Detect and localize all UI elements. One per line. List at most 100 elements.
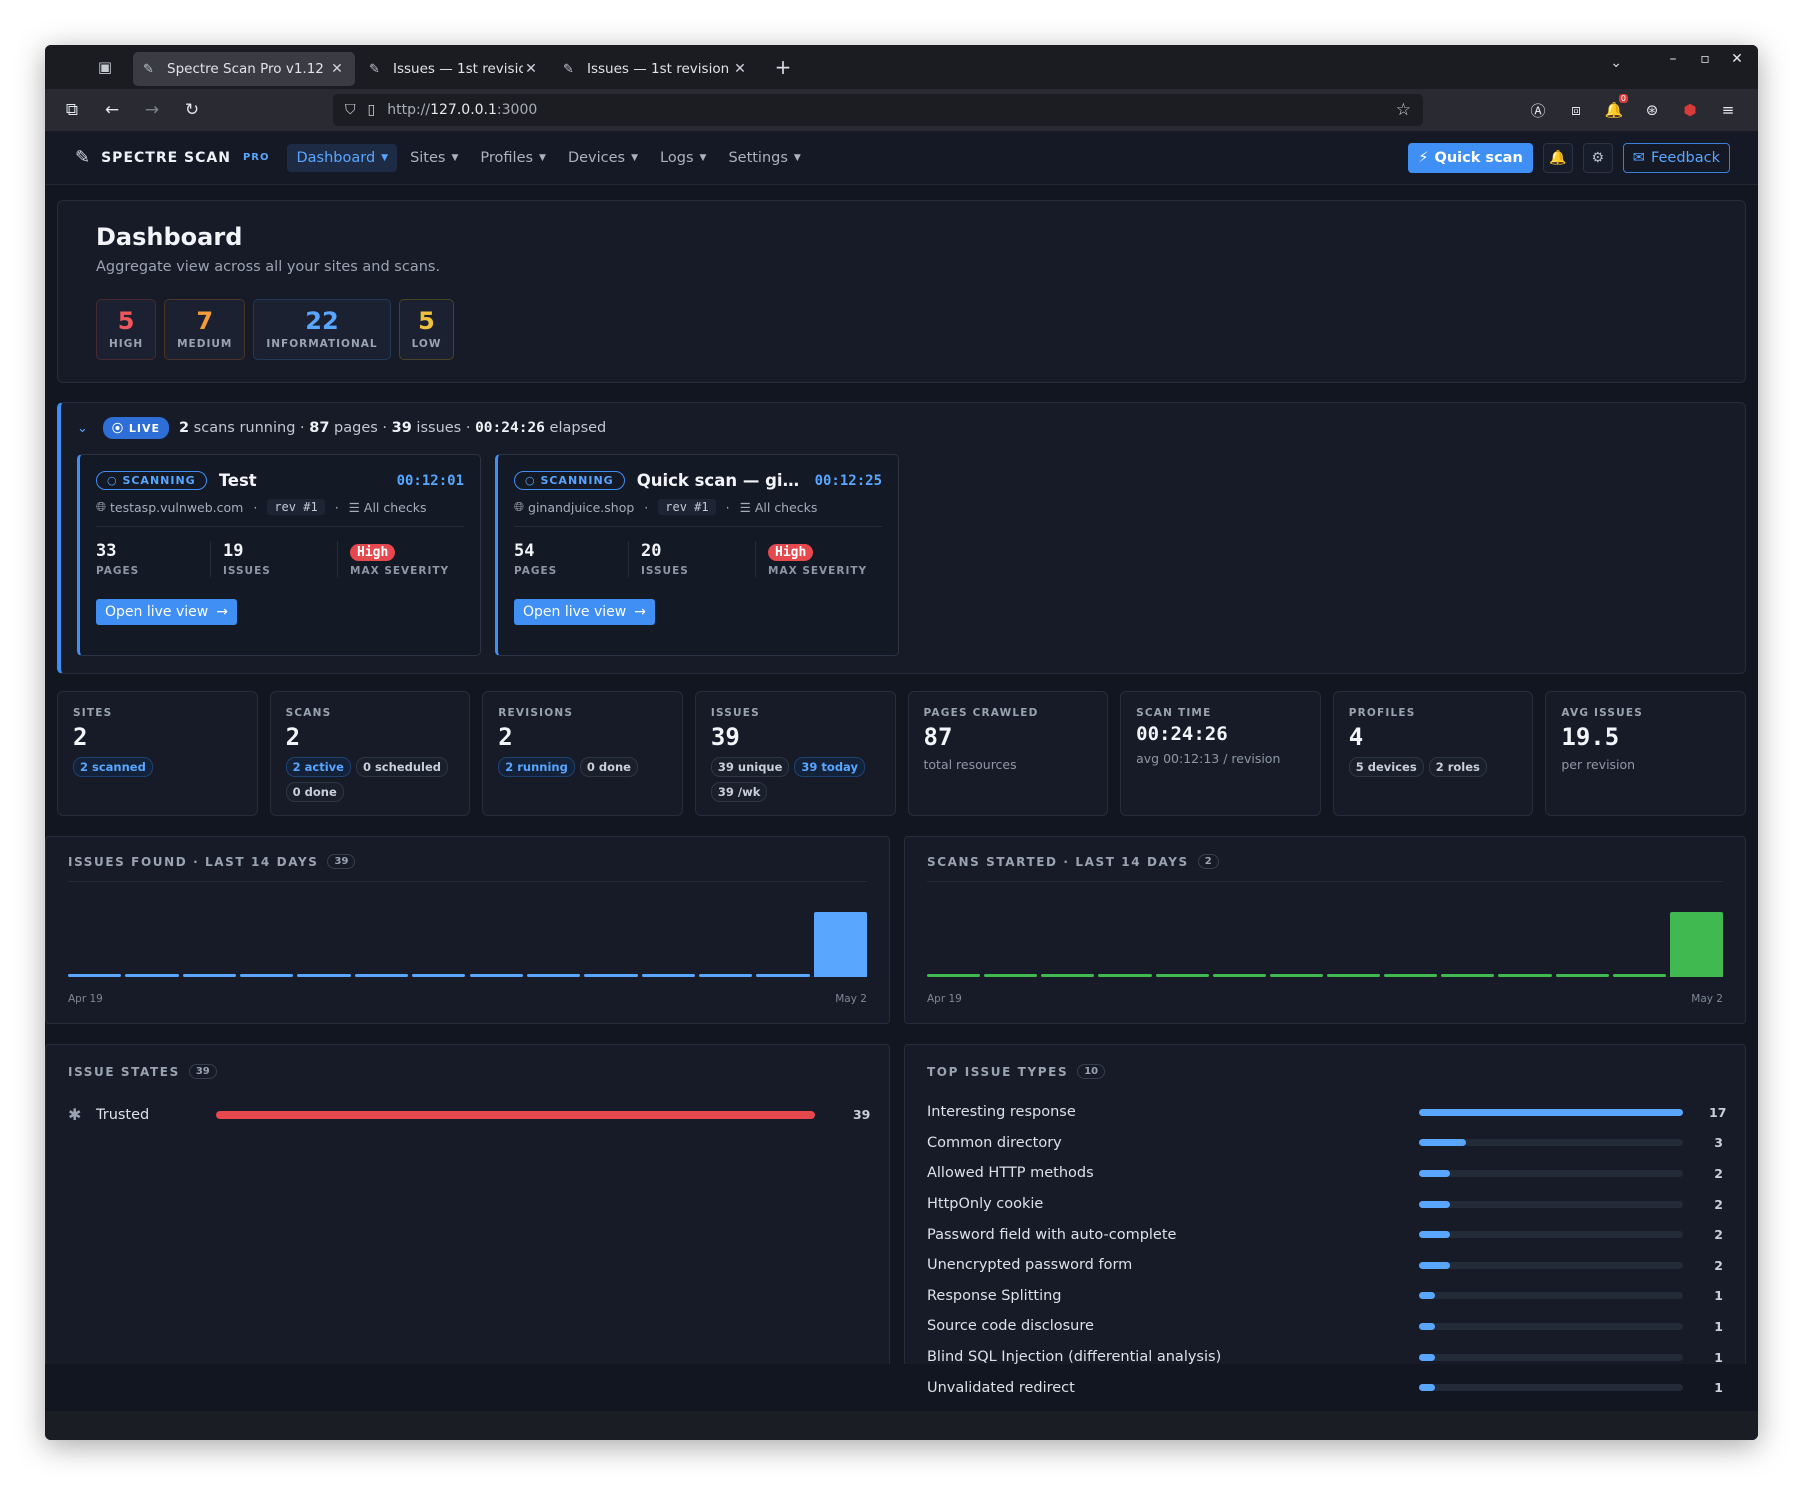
issue-type-row[interactable]: Password field with auto-complete 2 <box>927 1219 1723 1250</box>
severity-low[interactable]: 5 LOW <box>398 299 455 360</box>
severity-high[interactable]: 5 HIGH <box>96 299 157 360</box>
menu-dashboard[interactable]: Dashboard ▼ <box>287 143 398 172</box>
reload-icon[interactable]: ↻ <box>184 100 200 120</box>
back-icon[interactable]: ← <box>104 100 120 120</box>
chart-bar[interactable] <box>1326 974 1381 977</box>
scan-name[interactable]: Test <box>218 471 257 490</box>
bookmark-star-icon[interactable]: ☆ <box>1395 100 1411 120</box>
open-live-view-button[interactable]: Open live view → <box>96 599 237 625</box>
close-tab-icon[interactable]: ✕ <box>331 61 343 77</box>
issue-type-row[interactable]: Interesting response 17 <box>927 1097 1727 1128</box>
notification-extension-icon[interactable]: 🔔 0 <box>1604 94 1628 119</box>
chart-bar[interactable] <box>68 974 122 977</box>
chart-bar[interactable] <box>1384 974 1438 977</box>
issue-type-count: 1 <box>1714 1349 1723 1365</box>
asterisk-icon: ✱ <box>68 1105 82 1124</box>
tile-pill: 2 running <box>498 757 575 777</box>
chart-bar[interactable] <box>1555 974 1609 977</box>
hamburger-menu-icon[interactable]: ≡ <box>1721 101 1735 119</box>
forward-icon[interactable]: → <box>144 100 160 120</box>
open-live-view-button[interactable]: Open live view → <box>514 599 655 625</box>
chart-bar[interactable] <box>756 974 810 977</box>
menu-settings[interactable]: Settings ▼ <box>719 144 809 172</box>
chart-bar[interactable] <box>182 974 237 977</box>
issue-type-bar-fill <box>1418 1384 1435 1392</box>
minimize-icon[interactable]: – <box>1669 51 1677 67</box>
issue-type-row[interactable]: Response Splitting 1 <box>927 1281 1723 1312</box>
browser-tab-1[interactable]: ✎ Spectre Scan Pro v1.12 ✕ <box>133 52 355 86</box>
chart-bar[interactable] <box>984 974 1038 977</box>
chart-bar[interactable] <box>698 974 753 977</box>
menu-devices[interactable]: Devices ▼ <box>559 144 647 172</box>
chart-bar[interactable] <box>1269 974 1323 977</box>
edit-icon: ✎ <box>563 61 574 77</box>
issue-type-bar-fill <box>1418 1292 1435 1300</box>
account-icon[interactable]: Ⓐ <box>1530 101 1546 120</box>
panel-count-badge: 10 <box>1077 1064 1106 1079</box>
chart-bar[interactable] <box>354 974 409 977</box>
feedback-button[interactable]: ✉ Feedback <box>1622 142 1730 173</box>
chart-bar[interactable] <box>526 974 581 977</box>
x-axis-end-label: May 2 <box>1691 993 1723 1005</box>
url-bar[interactable]: ⛉ ▯ http://127.0.0.1:3000 ☆ <box>333 94 1423 126</box>
maximize-icon[interactable]: ▫ <box>1700 51 1710 67</box>
chart-bar[interactable] <box>1098 974 1152 977</box>
issue-type-bar-track <box>1418 1384 1683 1392</box>
issue-type-row[interactable]: Common directory 3 <box>927 1128 1723 1159</box>
url-text[interactable]: http://127.0.0.1:3000 <box>387 102 537 118</box>
issue-type-row[interactable]: Blind SQL Injection (differential analys… <box>927 1342 1723 1373</box>
chart-bar[interactable] <box>125 974 179 977</box>
chart-bar[interactable] <box>1669 912 1723 977</box>
menu-logs[interactable]: Logs ▼ <box>651 144 715 172</box>
browser-tab-2[interactable]: ✎ Issues — 1st revision - Test ✕ <box>359 52 549 86</box>
chart-bar[interactable] <box>297 974 351 977</box>
extensions-icon[interactable]: ⧈ <box>1571 101 1581 119</box>
sync-icon[interactable]: ⊛ <box>1645 101 1659 119</box>
chart-bar[interactable] <box>641 974 695 977</box>
issue-type-row[interactable]: Allowed HTTP methods 2 <box>927 1158 1723 1189</box>
menu-label: Dashboard <box>296 149 376 166</box>
issue-type-count: 17 <box>1709 1104 1727 1120</box>
chart-bar[interactable] <box>1212 974 1266 977</box>
scan-name[interactable]: Quick scan — gina... <box>636 471 803 490</box>
panel-count-badge: 39 <box>188 1064 217 1079</box>
quick-scan-button[interactable]: ⚡ Quick scan <box>1408 142 1533 173</box>
chart-bar[interactable] <box>1441 974 1495 977</box>
chart-bar[interactable] <box>1041 974 1095 977</box>
chart-bar[interactable] <box>469 974 523 977</box>
chevron-down-icon[interactable]: ⌄ <box>1610 55 1622 71</box>
chart-bar[interactable] <box>584 974 638 977</box>
chart-bar[interactable] <box>240 974 294 977</box>
browser-tab-3[interactable]: ✎ Issues — 1st revision - Quick ✕ <box>553 52 758 86</box>
chart-bar[interactable] <box>1612 974 1666 977</box>
brand[interactable]: ✎ SPECTRE SCAN PRO <box>75 147 269 168</box>
menu-sites[interactable]: Sites ▼ <box>401 144 467 172</box>
close-tab-icon[interactable]: ✕ <box>525 61 537 77</box>
theme-button[interactable]: ⚙ <box>1582 142 1613 173</box>
issue-type-row[interactable]: Source code disclosure 1 <box>927 1311 1723 1342</box>
menu-profiles[interactable]: Profiles ▼ <box>471 144 555 172</box>
issue-type-row[interactable]: HttpOnly cookie 2 <box>927 1189 1723 1220</box>
chart-bar[interactable] <box>926 974 981 977</box>
issue-type-row[interactable]: Unencrypted password form 2 <box>927 1250 1723 1281</box>
shield-icon[interactable]: ⛉ <box>345 102 356 118</box>
new-tab-button[interactable]: + <box>774 55 792 79</box>
chart-bar[interactable] <box>1498 974 1552 977</box>
ublock-icon[interactable]: ⬢ <box>1683 101 1697 119</box>
chevron-down-icon[interactable]: ⌄ <box>77 420 88 436</box>
close-tab-icon[interactable]: ✕ <box>734 61 746 77</box>
issue-type-row[interactable]: Unvalidated redirect 1 <box>927 1372 1723 1403</box>
tab-overview-icon[interactable]: ▣ <box>97 58 113 76</box>
status-badge: ○ SCANNING <box>514 471 625 490</box>
chart-bar[interactable] <box>1155 974 1209 977</box>
arrow-right-icon: → <box>634 604 646 620</box>
chart-bar[interactable] <box>813 912 867 977</box>
sidebar-icon[interactable]: ⧉ <box>65 100 79 120</box>
severity-medium[interactable]: 7 MEDIUM <box>164 299 246 360</box>
chart-bar[interactable] <box>412 974 466 977</box>
close-icon[interactable]: ✕ <box>1731 51 1743 67</box>
issue-state-row[interactable]: ✱ Trusted 39 <box>68 1105 870 1124</box>
issue-type-label: Unvalidated redirect <box>926 1379 1075 1396</box>
notifications-button[interactable]: 🔔 <box>1542 142 1573 173</box>
severity-informational[interactable]: 22 INFORMATIONAL <box>253 299 391 360</box>
